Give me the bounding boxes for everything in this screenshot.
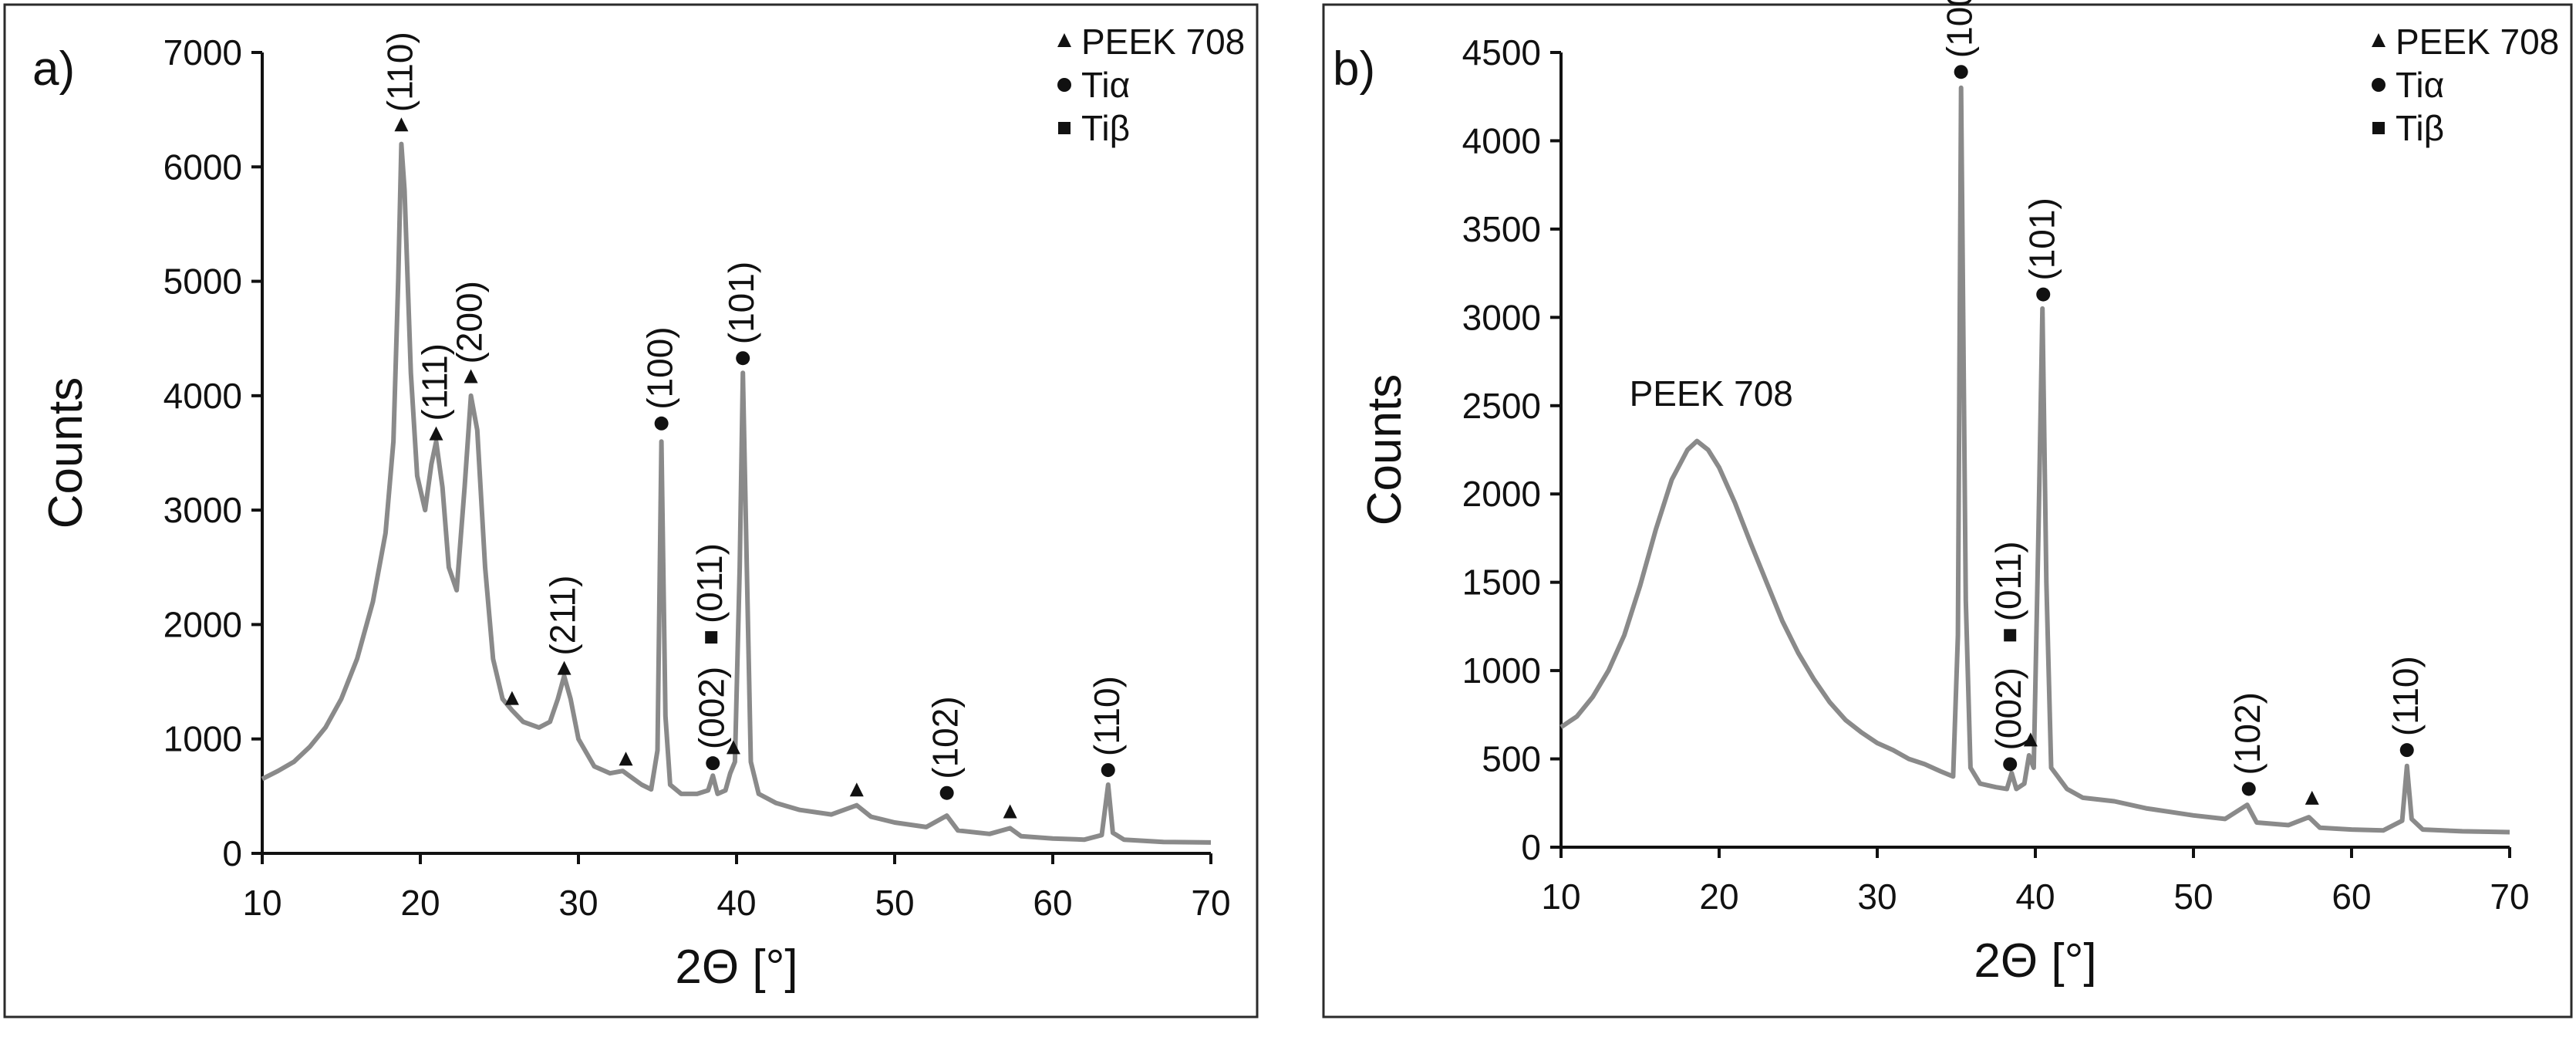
peak-label: (102) <box>926 696 966 779</box>
y-tick-label: 0 <box>222 833 242 873</box>
panel-label: a) <box>32 42 75 96</box>
chart-panel-b: b) 0 500 1000 1500 2000 2500 3000 3500 4000 4500 10… <box>1322 0 2573 1018</box>
phase-marker <box>619 752 633 766</box>
peak-marker <box>2399 743 2414 758</box>
series-line <box>261 141 1212 845</box>
peak-label: (011) <box>1988 541 2028 621</box>
phase-marker <box>849 782 864 797</box>
y-tick-label: 3000 <box>164 490 242 530</box>
annotation-text: PEEK 708 <box>1630 373 1793 414</box>
peak-marker <box>429 426 443 441</box>
legend-marker-triangle <box>1057 33 1071 47</box>
peak-marker <box>464 369 478 383</box>
peak-marker <box>2036 287 2051 302</box>
x-tick-label: 50 <box>2173 877 2213 917</box>
phase-marker <box>726 740 740 755</box>
peak-marker <box>939 785 954 800</box>
x-axis-title: 2Θ [°] <box>1974 934 2096 988</box>
phase-marker <box>2023 732 2038 747</box>
legend-marker-circle <box>2372 78 2385 92</box>
legend-label: PEEK 708 <box>1081 22 1245 62</box>
peak-marker <box>1954 65 1968 79</box>
peak-label: (011) <box>690 543 730 623</box>
legend-label: PEEK 708 <box>2396 22 2559 62</box>
legend-label: Tiα <box>1081 65 1130 105</box>
peak-label: (110) <box>2385 656 2426 736</box>
legend-marker-triangle <box>2372 33 2385 47</box>
x-tick-label: 30 <box>1857 877 1897 917</box>
legend-label: Tiβ <box>1081 108 1130 148</box>
x-tick-label: 60 <box>1033 883 1072 923</box>
y-axis-title: Counts <box>1358 374 1411 525</box>
x-tick-label: 50 <box>875 883 914 923</box>
peak-marker <box>1101 763 1115 778</box>
legend-label: Tiβ <box>2396 108 2444 148</box>
peak-marker <box>654 416 669 431</box>
peak-marker <box>2004 629 2017 642</box>
phase-marker <box>504 691 519 705</box>
x-axis-title: 2Θ [°] <box>675 941 797 994</box>
y-tick-label: 7000 <box>164 32 242 73</box>
x-tick-label: 10 <box>242 883 282 923</box>
y-tick-label: 1000 <box>164 719 242 759</box>
y-tick-label: 1500 <box>1462 562 1541 603</box>
panel-label: b) <box>1333 42 1375 96</box>
x-tick-label: 40 <box>716 883 756 923</box>
y-tick-label: 4000 <box>164 376 242 416</box>
x-tick-label: 10 <box>1541 877 1580 917</box>
peak-label: (101) <box>721 262 761 344</box>
peak-marker <box>2003 757 2018 772</box>
x-tick-label: 30 <box>558 883 598 923</box>
peak-marker <box>394 117 409 132</box>
y-tick-label: 6000 <box>164 147 242 187</box>
x-tick-label: 70 <box>2490 877 2529 917</box>
peak-label: (211) <box>543 576 583 656</box>
peak-label: (110) <box>379 32 420 112</box>
peak-label: (100) <box>640 326 680 409</box>
peak-marker <box>557 660 572 675</box>
legend-label: Tiα <box>2396 65 2444 105</box>
peak-marker <box>2241 782 2256 796</box>
series-line <box>1559 85 2510 835</box>
peak-marker <box>705 631 718 644</box>
y-axis-title: Counts <box>39 377 93 529</box>
y-tick-label: 3500 <box>1462 209 1541 249</box>
chart-panel-a: a) 0 1000 2000 3000 4000 5000 6000 7000 10 20 30 40 5… <box>3 3 1259 1018</box>
y-tick-label: 0 <box>1521 827 1541 867</box>
x-tick-label: 40 <box>2015 877 2055 917</box>
phase-marker <box>1003 804 1017 819</box>
y-tick-label: 2500 <box>1462 386 1541 426</box>
y-tick-label: 5000 <box>164 262 242 302</box>
peak-label: (002) <box>691 667 731 749</box>
legend-marker-circle <box>1057 78 1071 92</box>
x-tick-label: 20 <box>400 883 440 923</box>
peak-label: (102) <box>2227 692 2267 775</box>
y-tick-label: 500 <box>1482 739 1541 779</box>
peak-label: (002) <box>1988 667 2028 750</box>
peak-label: (110) <box>1087 676 1127 756</box>
y-tick-label: 1000 <box>1462 650 1541 691</box>
peak-marker <box>706 756 720 771</box>
y-tick-label: 4000 <box>1462 120 1541 160</box>
peak-label: (100) <box>1940 0 1980 58</box>
x-tick-label: 20 <box>1699 877 1738 917</box>
peak-label: (111) <box>415 343 455 421</box>
legend-marker-square <box>1058 122 1071 134</box>
y-tick-label: 3000 <box>1462 297 1541 337</box>
peak-label: (101) <box>2021 198 2062 280</box>
y-tick-label: 2000 <box>1462 474 1541 514</box>
peak-marker <box>736 351 750 366</box>
peak-label: (200) <box>450 281 490 363</box>
legend-marker-square <box>2372 122 2385 134</box>
x-tick-label: 70 <box>1191 883 1230 923</box>
panel-frame <box>3 3 1259 1018</box>
y-tick-label: 2000 <box>164 604 242 644</box>
y-tick-label: 4500 <box>1462 32 1541 73</box>
x-tick-label: 60 <box>2332 877 2371 917</box>
phase-marker <box>2305 790 2319 805</box>
